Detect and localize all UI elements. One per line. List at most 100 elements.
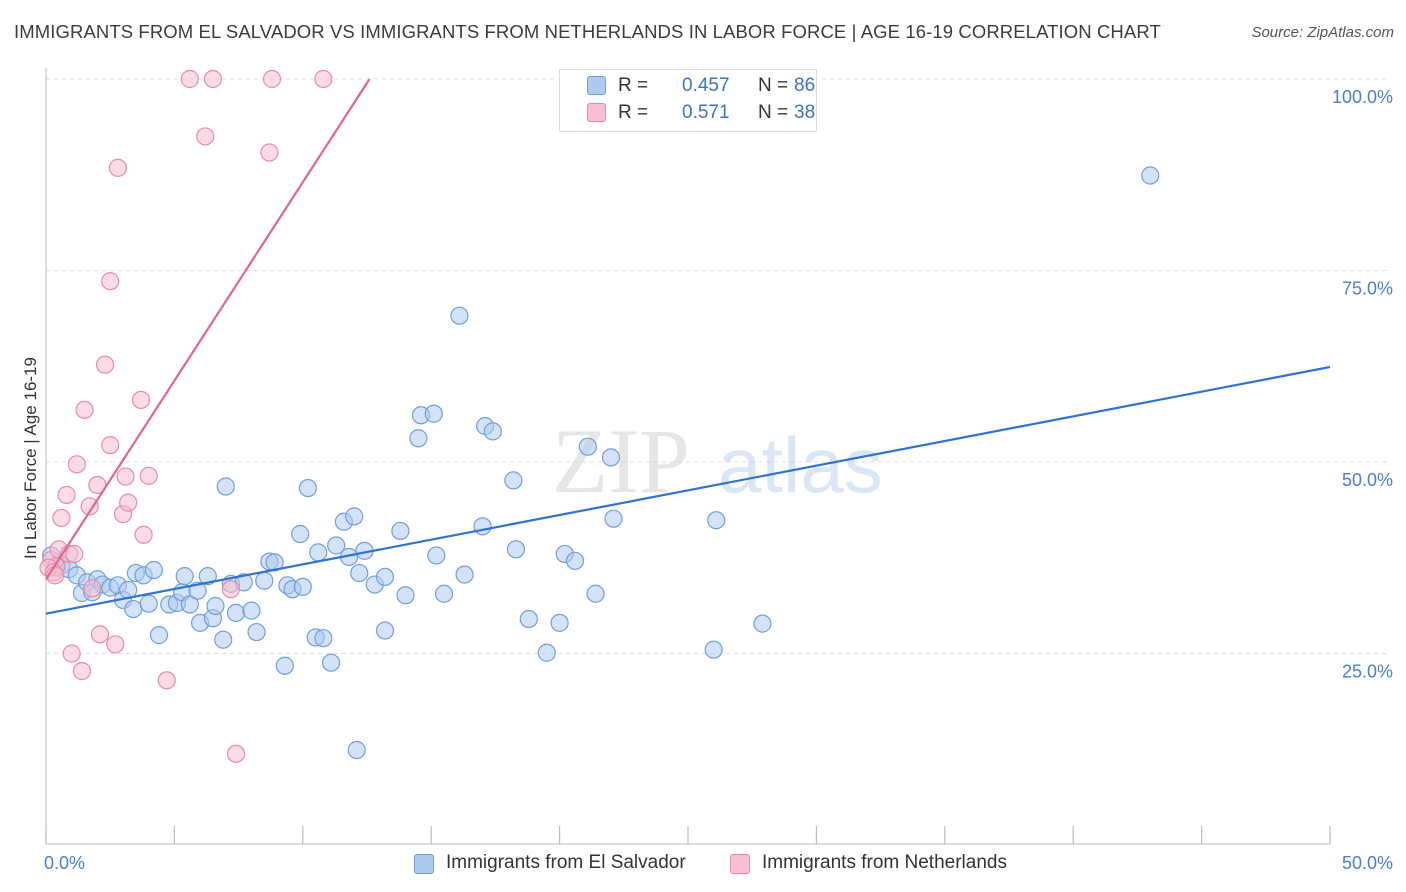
bottom-legend-label: Immigrants from Netherlands	[762, 852, 1007, 873]
trend-line-netherlands	[45, 78, 371, 580]
axes	[45, 68, 1331, 845]
legend-r-label: R =	[618, 102, 649, 123]
point-netherlands	[116, 467, 135, 486]
x-tick-label-max: 50.0%	[1342, 853, 1393, 873]
legend-n-label: N =	[758, 102, 789, 123]
point-el-salvador	[483, 422, 502, 441]
point-netherlands	[262, 69, 282, 89]
point-el-salvador	[375, 621, 395, 640]
point-el-salvador	[704, 640, 723, 659]
point-el-salvador	[206, 596, 225, 616]
point-netherlands	[180, 69, 199, 89]
point-el-salvador	[519, 609, 538, 629]
point-el-salvador	[214, 630, 233, 649]
series-netherlands-points	[39, 69, 333, 763]
point-netherlands	[108, 158, 128, 177]
point-el-salvador	[149, 626, 169, 645]
point-netherlands	[95, 355, 115, 374]
point-el-salvador	[550, 613, 569, 632]
point-el-salvador	[345, 507, 364, 526]
point-el-salvador	[391, 521, 410, 541]
legend-n-value: 38	[794, 102, 816, 123]
trend-line-el-salvador	[45, 365, 1331, 615]
point-el-salvador	[504, 471, 523, 490]
bottom-legend-swatch-pink	[730, 854, 750, 874]
trend-lines	[45, 78, 1331, 615]
point-netherlands	[221, 580, 240, 599]
point-el-salvador	[139, 594, 158, 613]
legend-n-value: 86	[794, 75, 816, 96]
point-netherlands	[67, 455, 86, 474]
point-netherlands	[314, 69, 333, 89]
point-el-salvador	[291, 524, 310, 544]
source-label: Source: ZipAtlas.com	[1251, 24, 1394, 41]
legend-swatch-pink	[587, 103, 606, 122]
legend-r-value: 0.457	[682, 75, 730, 96]
point-el-salvador	[293, 577, 312, 596]
point-netherlands	[157, 671, 176, 690]
y-tick-label: 50.0%	[1342, 470, 1393, 490]
point-el-salvador	[1141, 166, 1160, 185]
point-netherlands	[52, 508, 71, 528]
bottom-legend-swatch-blue	[414, 854, 434, 874]
point-el-salvador	[601, 448, 621, 467]
x-tick-label-min: 0.0%	[44, 853, 85, 873]
y-axis-label: In Labor Force | Age 16-19	[21, 357, 40, 559]
watermark-atlas: atlas	[718, 421, 883, 509]
point-el-salvador	[396, 586, 415, 605]
point-netherlands	[101, 436, 120, 455]
point-el-salvador	[242, 601, 261, 620]
point-netherlands	[196, 127, 215, 146]
point-el-salvador	[578, 437, 597, 456]
point-el-salvador	[375, 567, 395, 587]
point-netherlands	[62, 644, 81, 663]
point-netherlands	[101, 272, 120, 291]
legend-swatch-blue	[587, 76, 606, 95]
point-el-salvador	[586, 584, 605, 603]
legend-r-label: R =	[618, 75, 649, 96]
point-el-salvador	[347, 740, 366, 760]
point-el-salvador	[314, 629, 333, 648]
legend: R = 0.457 N = 86 R = 0.571 N = 38	[559, 69, 817, 132]
point-el-salvador	[309, 543, 328, 562]
point-el-salvador	[424, 404, 443, 423]
legend-n-label: N =	[758, 75, 789, 96]
legend-r-value: 0.571	[682, 102, 730, 123]
point-el-salvador	[144, 560, 163, 580]
point-el-salvador	[604, 509, 623, 528]
y-tick-label: 75.0%	[1342, 279, 1393, 299]
point-el-salvador	[255, 571, 274, 590]
point-el-salvador	[198, 567, 217, 586]
y-tick-label: 25.0%	[1342, 662, 1393, 682]
point-netherlands	[57, 485, 76, 505]
point-el-salvador	[455, 565, 474, 584]
bottom-legend-label: Immigrants from El Salvador	[446, 852, 686, 873]
point-netherlands	[260, 143, 279, 162]
point-netherlands	[139, 466, 158, 485]
gridlines	[46, 78, 1390, 654]
point-netherlands	[90, 625, 110, 644]
y-tick-label: 100.0%	[1332, 87, 1393, 107]
point-el-salvador	[427, 546, 446, 565]
point-el-salvador	[180, 595, 199, 614]
point-netherlands	[226, 744, 246, 763]
chart-title: IMMIGRANTS FROM EL SALVADOR VS IMMIGRANT…	[14, 21, 1161, 42]
series-el-salvador-points	[42, 166, 1160, 760]
point-el-salvador	[327, 536, 346, 555]
point-el-salvador	[216, 477, 235, 496]
point-el-salvador	[537, 643, 556, 662]
point-el-salvador	[124, 599, 143, 619]
point-el-salvador	[409, 429, 428, 448]
point-netherlands	[106, 635, 125, 654]
point-el-salvador	[226, 603, 246, 623]
point-netherlands	[119, 493, 138, 512]
watermark: ZIP atlas	[552, 410, 883, 512]
point-netherlands	[83, 579, 102, 598]
point-el-salvador	[450, 306, 469, 325]
point-el-salvador	[275, 656, 294, 675]
point-el-salvador	[506, 540, 526, 559]
point-netherlands	[203, 69, 223, 89]
watermark-zip: ZIP	[552, 410, 690, 512]
point-el-salvador	[565, 551, 585, 570]
